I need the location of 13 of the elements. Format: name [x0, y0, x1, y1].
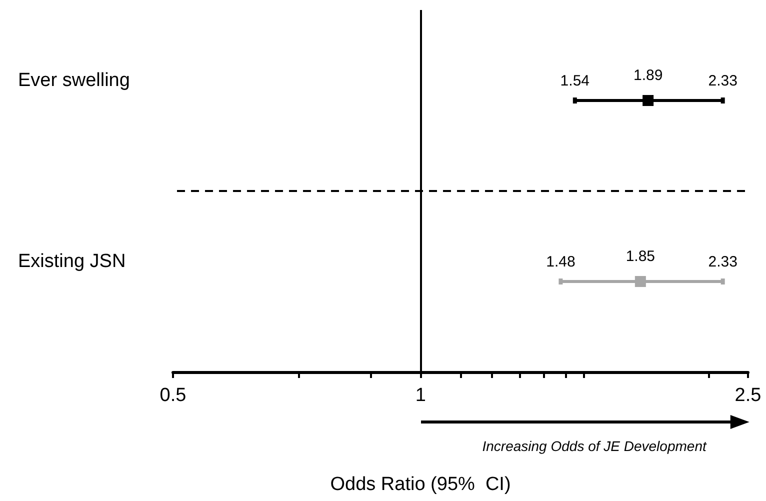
annotation: 2.33	[708, 72, 738, 90]
x-axis-title: Odds Ratio (95% CI)	[330, 474, 511, 495]
x-tick-label: 1	[415, 385, 426, 406]
x-tick-label: 0.5	[160, 385, 186, 406]
annotation: 1.54	[560, 72, 590, 90]
y-tick-label: Ever swelling	[18, 70, 130, 91]
annotation: 1.48	[546, 254, 576, 270]
x-tick-label: 2.5	[734, 385, 762, 406]
text: Increasing Odds of JE Development	[482, 438, 706, 454]
annotation: 2.33	[708, 254, 738, 270]
data-label: 1.85	[626, 248, 656, 265]
data-label: 1.89	[633, 67, 663, 84]
y-tick-label: Existing JSN	[18, 251, 126, 272]
